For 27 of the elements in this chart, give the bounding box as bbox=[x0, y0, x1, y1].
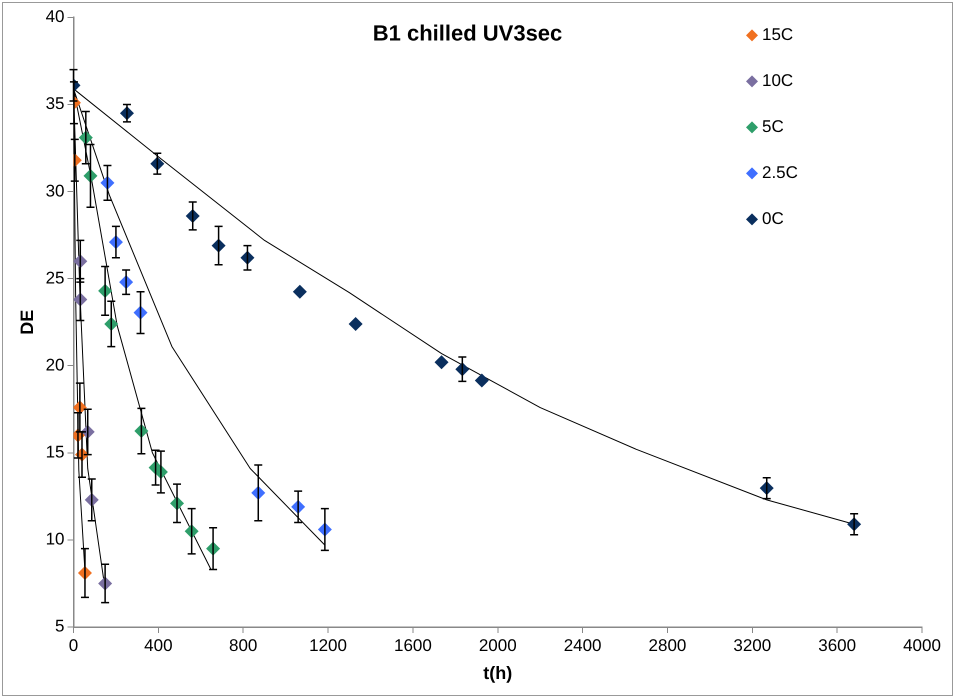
y-tick-label: 15 bbox=[46, 442, 65, 462]
y-tick-label: 30 bbox=[46, 181, 65, 200]
x-tick-label: 400 bbox=[144, 636, 173, 655]
x-tick-label: 3200 bbox=[733, 636, 772, 655]
y-tick-label: 35 bbox=[46, 94, 65, 114]
x-tick-label: 2000 bbox=[478, 636, 517, 655]
x-tick-label: 4000 bbox=[903, 636, 941, 655]
y-tick-label: 5 bbox=[55, 616, 65, 636]
legend-label: 5C bbox=[762, 117, 784, 136]
y-axis-title: DE bbox=[16, 310, 37, 335]
y-tick-label: 20 bbox=[46, 355, 65, 374]
x-tick-label: 1600 bbox=[394, 636, 432, 655]
legend-label: 10C bbox=[762, 71, 794, 90]
x-tick-label: 800 bbox=[229, 636, 258, 655]
x-axis-title: t(h) bbox=[483, 663, 512, 684]
y-tick-label: 25 bbox=[46, 268, 65, 288]
legend-label: 2.5C bbox=[762, 163, 798, 182]
y-tick-label: 40 bbox=[46, 7, 65, 26]
legend-label: 0C bbox=[762, 209, 784, 228]
x-tick-label: 0 bbox=[68, 636, 78, 655]
x-tick-label: 3600 bbox=[818, 636, 856, 655]
y-tick-label: 10 bbox=[46, 530, 65, 549]
legend-label: 15C bbox=[762, 25, 794, 44]
x-tick-label: 2400 bbox=[564, 636, 602, 655]
x-tick-label: 1200 bbox=[309, 636, 347, 655]
x-tick-label: 2800 bbox=[648, 636, 686, 655]
chart-title: B1 chilled UV3sec bbox=[372, 20, 562, 46]
